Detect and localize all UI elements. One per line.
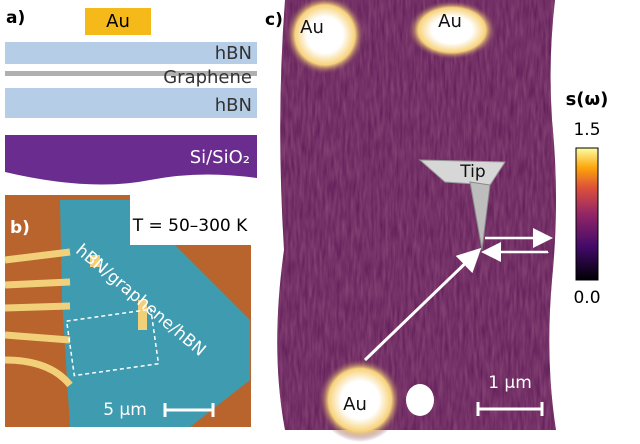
au-contact	[318, 358, 402, 442]
panel-label: a)	[6, 8, 25, 28]
panel-label: b)	[10, 218, 30, 238]
graphene-layer	[5, 71, 257, 76]
layer-label: Graphene	[163, 67, 252, 88]
layer-label: hBN	[215, 43, 252, 64]
au-contact	[285, 0, 365, 75]
au-contact	[407, 0, 497, 60]
scale-bar	[163, 403, 215, 417]
arrow	[363, 247, 482, 362]
temperature: T = 50–300 K	[132, 216, 248, 236]
colorbar-max: 1.5	[573, 120, 600, 140]
colorbar-title: s(ω)	[566, 89, 609, 110]
substrate	[5, 135, 257, 185]
au-layer	[85, 8, 151, 35]
scale-bar	[476, 402, 544, 416]
colorbar	[575, 147, 599, 281]
panel-b: T = 50–300 K b) hBN/graphene/hBN 5 µm	[4, 195, 251, 427]
contact	[90, 255, 100, 267]
layer-label: Au	[106, 11, 130, 32]
scan-area	[65, 308, 160, 377]
tip-cone	[469, 181, 491, 251]
panel-label: c)	[265, 10, 283, 30]
panel-c: Au Au Au c) Tip 1 µm s(ω) 1.5 0.0	[265, 0, 608, 442]
panel-a: a) Au hBN Graphene hBN Si/SiO₂	[5, 8, 257, 185]
hbn-layer	[5, 42, 257, 64]
tip-label: Tip	[459, 162, 485, 182]
layer-label: hBN	[215, 95, 252, 116]
scale-bar-label: 5 µm	[103, 400, 147, 420]
contact-label: Au	[343, 394, 367, 415]
contact-label: Au	[300, 17, 324, 38]
electrodes	[4, 248, 73, 388]
colorbar-min: 0.0	[573, 288, 600, 308]
layer-label: Si/SiO₂	[190, 147, 250, 168]
contact-label: Au	[438, 11, 462, 32]
temp-box	[130, 195, 251, 245]
scale-bar-label: 1 µm	[488, 373, 532, 393]
contact	[138, 300, 147, 330]
hbn-layer	[5, 88, 257, 118]
image-texture	[277, 0, 556, 430]
au-contact	[406, 384, 434, 416]
